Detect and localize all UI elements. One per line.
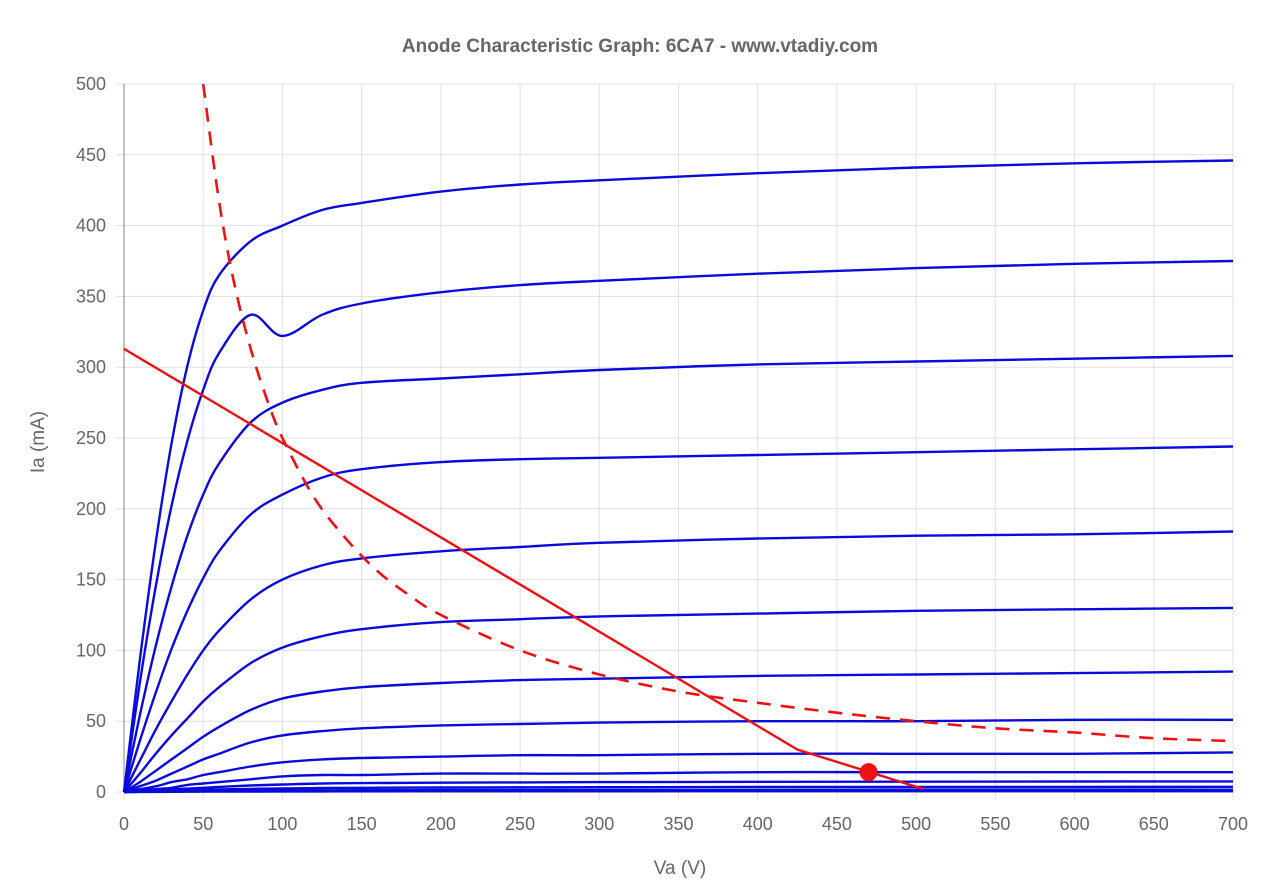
y-axis-title: Ia (mA) [28,411,49,473]
x-tick-label: 650 [1139,814,1169,834]
plate-curves [122,159,1234,794]
x-tick-label: 700 [1218,814,1248,834]
y-tick-label: 50 [86,711,106,731]
y-tick-label: 400 [76,216,106,236]
x-tick-label: 350 [663,814,693,834]
y-tick-label: 100 [76,640,106,660]
y-tick-label: 150 [76,570,106,590]
x-tick-label: 400 [743,814,773,834]
y-tick-label: 450 [76,145,106,165]
x-tick-label: 550 [980,814,1010,834]
x-tick-label: 50 [193,814,213,834]
max-dissipation-curve [201,83,1234,743]
x-tick-label: 600 [1060,814,1090,834]
y-tick-label: 300 [76,357,106,377]
plate-curve-6 [123,606,1234,793]
x-axis-title: Va (V) [654,858,706,879]
x-tick-label: 0 [119,814,129,834]
load-overlays [123,83,1234,791]
plate-curve-3 [122,354,1234,793]
y-tick-label: 200 [76,499,106,519]
plate-curve-9 [123,751,1234,794]
plate-curve-2 [122,259,1234,793]
x-tick-label: 300 [584,814,614,834]
x-tick-label: 150 [347,814,377,834]
x-tick-label: 500 [901,814,931,834]
y-tick-label: 500 [76,74,106,94]
plate-curve-14 [123,789,1233,794]
plate-curve-4 [122,445,1234,793]
plate-curve-10 [123,770,1233,794]
tick-labels: 0 50 100 150 200 250 300 350 400 450 500 550 600 650 7… [76,74,1248,834]
y-tick-label: 350 [76,286,106,306]
x-tick-label: 250 [505,814,535,834]
plate-curve-8 [123,718,1234,794]
plate-curve-1 [122,159,1234,793]
plate-curve-5 [122,530,1234,793]
y-tick-label: 0 [96,782,106,802]
x-tick-label: 450 [822,814,852,834]
chart-title: Anode Characteristic Graph: 6CA7 - www.v… [401,36,879,57]
y-tick-label: 250 [76,428,106,448]
plate-curve-7 [123,670,1234,794]
operating-point [859,763,878,782]
load-line [123,347,925,791]
x-tick-label: 200 [426,814,456,834]
x-tick-label: 100 [267,814,297,834]
